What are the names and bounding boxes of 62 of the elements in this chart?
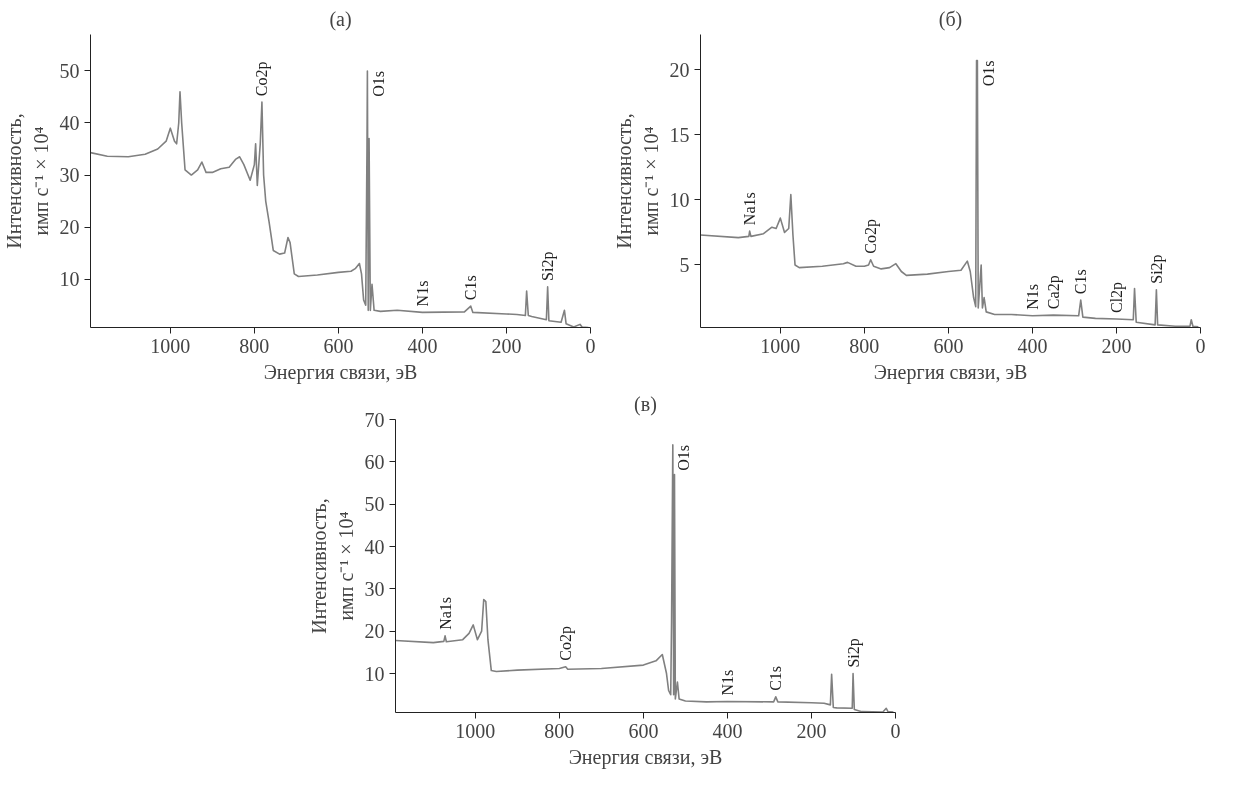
annotation: Co2p xyxy=(862,219,881,254)
x-tick-label: 200 xyxy=(796,719,827,742)
annotation: O1s xyxy=(675,444,693,471)
x-tick-label: 1000 xyxy=(455,719,496,742)
y-tick-label: 70 xyxy=(364,408,385,431)
annotation: C1s xyxy=(767,665,785,691)
annotation: N1s xyxy=(413,280,431,307)
y-tick-label: 10 xyxy=(364,662,385,685)
x-tick-label: 200 xyxy=(1101,334,1132,357)
annotation: Cl2p xyxy=(1107,281,1126,314)
annotation: Si2p xyxy=(844,638,863,668)
annotation: C1s xyxy=(462,275,480,301)
x-tick-label: 400 xyxy=(1017,334,1048,357)
annotation: C1s xyxy=(1072,269,1090,295)
x-tick-label: 800 xyxy=(544,719,575,742)
annotation: O1s xyxy=(369,70,387,97)
y-axis-title: Интенсивность, имп с⁻¹ × 10⁴ xyxy=(613,113,662,249)
x-tick-label: 0 xyxy=(1195,334,1206,357)
x-tick-label: 400 xyxy=(407,334,438,357)
x-tick-label: 600 xyxy=(628,719,659,742)
y-tick-label: 20 xyxy=(364,620,385,643)
x-tick-label: 800 xyxy=(849,334,880,357)
x-tick-label: 400 xyxy=(712,719,743,742)
x-tick-label: 0 xyxy=(585,334,596,357)
annotation: Ca2p xyxy=(1044,275,1063,310)
x-axis-title: Энергия связи, эВ xyxy=(873,360,1028,384)
y-tick-label: 5 xyxy=(679,253,690,276)
y-tick-label: 40 xyxy=(59,111,80,134)
y-tick-label: 10 xyxy=(669,188,690,211)
x-tick-label: 0 xyxy=(890,719,901,742)
annotation: Si2p xyxy=(539,251,558,281)
y-axis-title: Интенсивность, имп с⁻¹ × 10⁴ xyxy=(308,498,357,634)
y-tick-label: 30 xyxy=(59,164,80,187)
annotation: Co2p xyxy=(253,61,272,97)
x-tick-label: 600 xyxy=(323,334,354,357)
x-tick-label: 800 xyxy=(239,334,270,357)
x-tick-label: 200 xyxy=(491,334,522,357)
x-tick-label: 1000 xyxy=(150,334,191,357)
x-axis-title: Энергия связи, эВ xyxy=(568,745,723,769)
annotation: O1s xyxy=(979,60,997,87)
y-tick-label: 10 xyxy=(59,268,80,291)
y-tick-label: 20 xyxy=(669,58,690,81)
y-tick-label: 40 xyxy=(364,535,385,558)
chart-title: (а) xyxy=(329,7,352,31)
annotation: N1s xyxy=(718,669,736,696)
y-tick-label: 60 xyxy=(364,450,385,473)
y-tick-label: 50 xyxy=(59,59,80,82)
x-tick-label: 1000 xyxy=(760,334,801,357)
annotation: Si2p xyxy=(1147,254,1166,284)
chart-title: (б) xyxy=(938,7,963,31)
y-tick-label: 50 xyxy=(364,493,385,516)
y-tick-label: 30 xyxy=(364,577,385,600)
annotation: Na1s xyxy=(741,192,759,226)
y-axis-title: Интенсивность, имп с⁻¹ × 10⁴ xyxy=(3,113,52,249)
chart-title: (в) xyxy=(634,392,657,416)
y-tick-label: 15 xyxy=(669,123,690,146)
annotation: Na1s xyxy=(436,596,454,630)
annotation: Co2p xyxy=(557,626,576,661)
x-tick-label: 600 xyxy=(933,334,964,357)
annotation: N1s xyxy=(1023,284,1041,310)
x-axis-title: Энергия связи, эВ xyxy=(263,360,418,384)
y-tick-label: 20 xyxy=(59,216,80,239)
